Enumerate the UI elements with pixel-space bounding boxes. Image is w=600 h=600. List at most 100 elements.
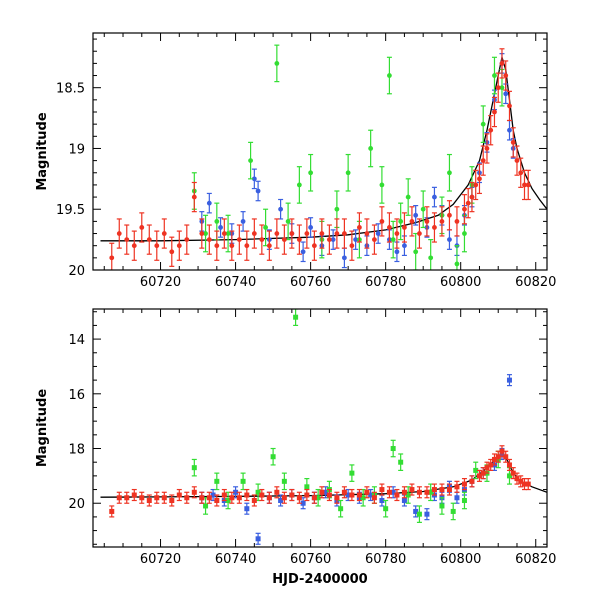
data-point (191, 181, 197, 213)
data-point (251, 218, 257, 249)
data-point (206, 491, 212, 504)
data-point (510, 127, 516, 158)
x-tick-label: 60800 (440, 275, 481, 290)
data-point (428, 239, 434, 270)
data-point (506, 119, 512, 141)
data-point (454, 480, 460, 493)
data-point (285, 202, 291, 241)
x-tick-label: 60820 (515, 275, 556, 290)
data-point (503, 60, 509, 91)
data-point (259, 488, 265, 502)
data-point (405, 178, 411, 216)
data-point (191, 486, 197, 499)
data-point (394, 218, 400, 249)
y-tick-label: 19 (68, 142, 85, 157)
data-point (240, 211, 246, 232)
data-point (431, 186, 437, 208)
data-point (341, 218, 347, 249)
data-point (116, 491, 122, 504)
data-point (461, 491, 467, 510)
data-point (521, 169, 527, 201)
x-tick-label: 60780 (365, 275, 406, 290)
data-point (454, 206, 460, 237)
data-point (154, 230, 160, 261)
data-point (364, 486, 370, 499)
data-point (304, 488, 310, 502)
data-point (244, 488, 250, 502)
data-point (214, 494, 220, 507)
top-panel: 60720 60740 60760 60780 60800 60820 18.5 19 19.5… (35, 32, 556, 290)
bottom-series-0 (199, 374, 512, 545)
data-point (345, 153, 351, 192)
data-point (191, 458, 197, 477)
data-point (488, 115, 494, 146)
data-point (146, 494, 152, 507)
data-point (413, 204, 419, 226)
data-point (319, 486, 325, 499)
data-point (266, 230, 272, 261)
data-point (116, 218, 122, 249)
data-point (308, 153, 314, 192)
data-point (311, 491, 317, 504)
x-tick-label: 60800 (440, 552, 481, 567)
data-point (491, 453, 497, 466)
data-point (439, 497, 445, 515)
data-point (368, 488, 374, 502)
data-point (274, 486, 280, 499)
y-tick-label: 20 (68, 497, 85, 512)
data-point (454, 245, 460, 270)
data-point (420, 190, 426, 229)
x-tick-label: 60780 (365, 552, 406, 567)
data-point (431, 212, 437, 243)
data-point (139, 491, 145, 504)
data-point (469, 475, 475, 488)
data-point (383, 499, 389, 518)
data-point (326, 488, 332, 502)
data-point (503, 450, 509, 463)
bottom-plot-area (100, 309, 547, 545)
data-point (465, 187, 471, 219)
data-point (293, 309, 299, 327)
data-point (161, 218, 167, 249)
data-point (255, 532, 261, 545)
data-point (199, 218, 205, 249)
data-point (394, 488, 400, 502)
data-point (424, 508, 430, 521)
y-tick-label: 14 (68, 333, 85, 348)
data-point (506, 90, 512, 122)
data-point (506, 374, 512, 387)
data-point (368, 129, 374, 168)
data-point (240, 472, 246, 491)
data-point (525, 478, 531, 491)
data-point (379, 483, 385, 496)
data-point (514, 145, 520, 176)
data-point (199, 491, 205, 504)
data-point (409, 206, 415, 237)
data-point (330, 229, 336, 250)
data-point (480, 145, 486, 176)
top-model-curve (100, 57, 547, 242)
x-tick-label: 60720 (140, 552, 181, 567)
data-point (315, 488, 321, 507)
data-point (390, 439, 396, 458)
data-point (300, 241, 306, 263)
bottom-axes-frame (92, 308, 548, 548)
data-point (225, 214, 231, 253)
data-point (349, 464, 355, 482)
data-point (251, 168, 257, 190)
bottom-panel: 60720 60740 60760 60780 60800 60820 14 16 18 20 Ma… (35, 308, 556, 587)
data-point (416, 486, 422, 499)
data-point (353, 229, 359, 250)
data-point (338, 499, 344, 518)
data-point (236, 224, 242, 255)
data-point (289, 218, 295, 249)
data-point (184, 224, 190, 255)
data-point (214, 472, 220, 491)
data-point (364, 218, 370, 249)
y-tick-label: 19.5 (56, 203, 85, 218)
data-point (169, 236, 175, 267)
y-tick-label: 18.5 (56, 82, 85, 97)
data-point (311, 230, 317, 261)
x-tick-label: 60740 (215, 552, 256, 567)
data-point (518, 157, 524, 188)
